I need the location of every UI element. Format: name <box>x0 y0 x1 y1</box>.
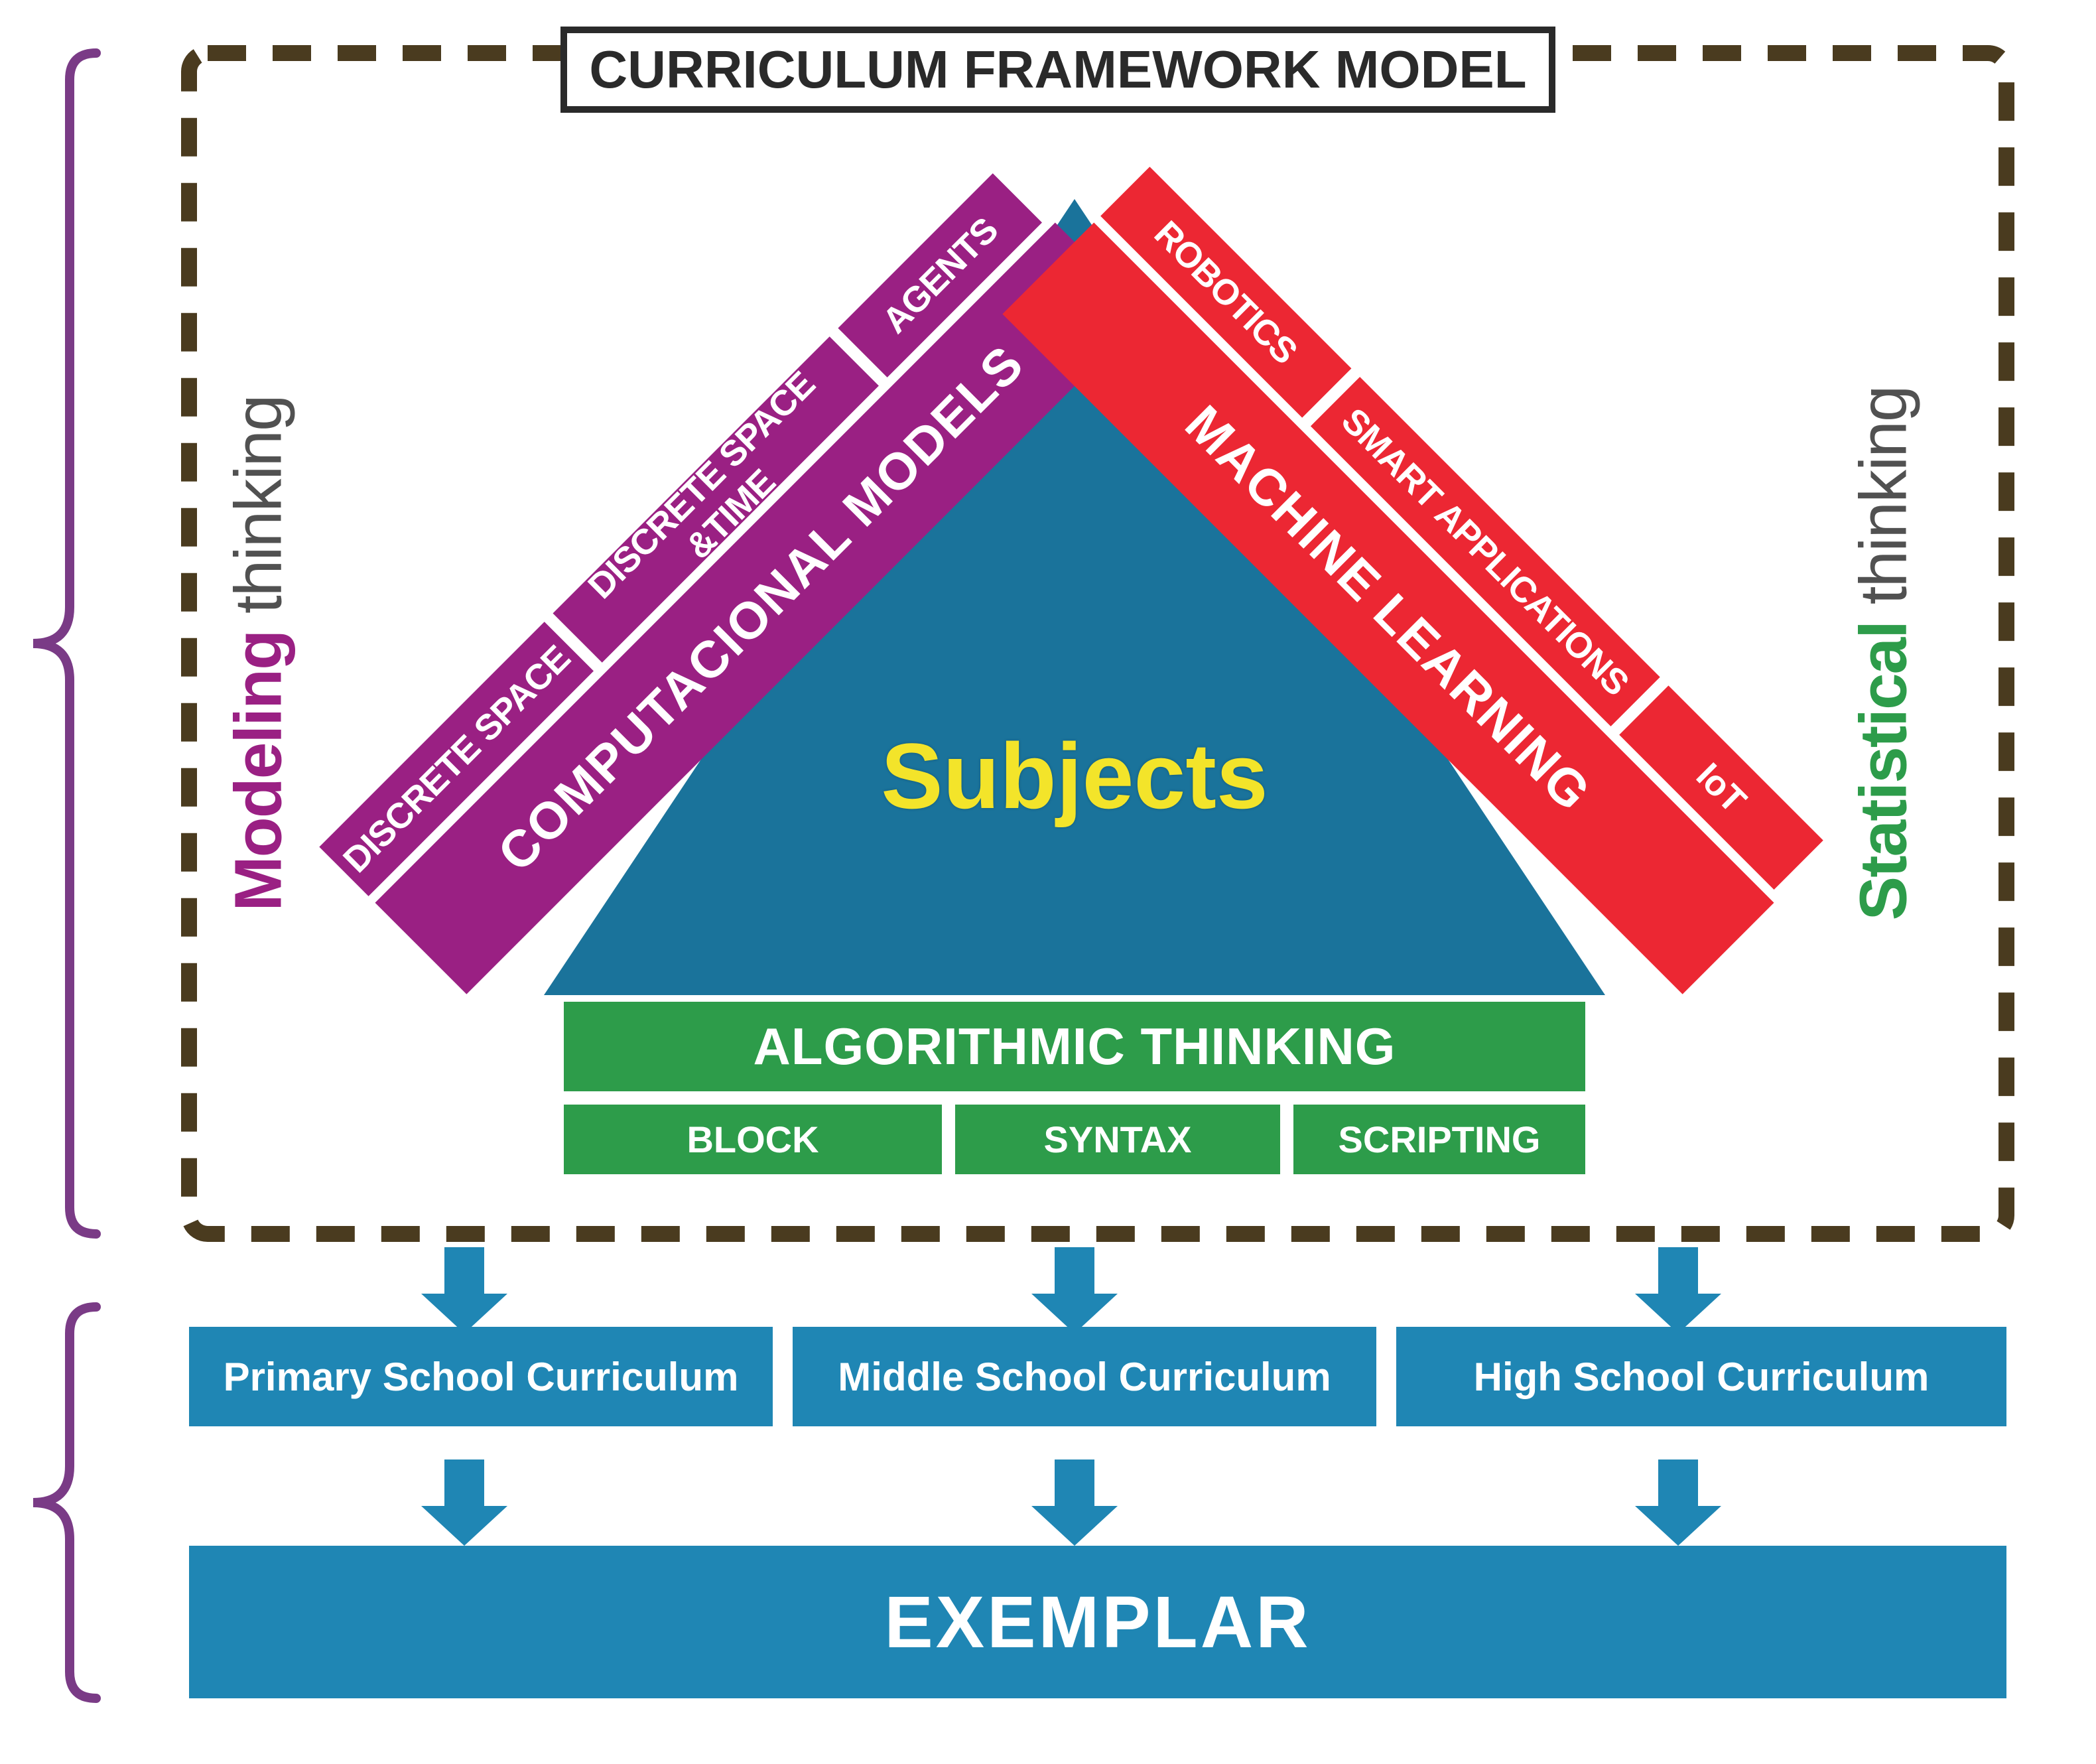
exemplar-box: EXEMPLAR <box>189 1546 2006 1698</box>
subjects-label: Subjects <box>881 722 1268 830</box>
title-box: CURRICULUM FRAMEWORK MODEL <box>560 27 1555 113</box>
alg-sub-block: BLOCK <box>564 1105 942 1174</box>
curriculum-box: Primary School Curriculum <box>189 1327 773 1426</box>
side-label-modeling-thinking: Modeling thinking <box>221 395 297 911</box>
algorithmic-thinking-bar: ALGORITHMIC THINKING <box>564 1002 1585 1091</box>
curriculum-box: High School Curriculum <box>1396 1327 2006 1426</box>
curriculum-box: Middle School Curriculum <box>793 1327 1376 1426</box>
alg-sub-scripting: SCRIPTING <box>1293 1105 1585 1174</box>
alg-sub-syntax: SYNTAX <box>955 1105 1280 1174</box>
side-label-statistical-thinking: Statistical thinking <box>1846 387 1922 921</box>
